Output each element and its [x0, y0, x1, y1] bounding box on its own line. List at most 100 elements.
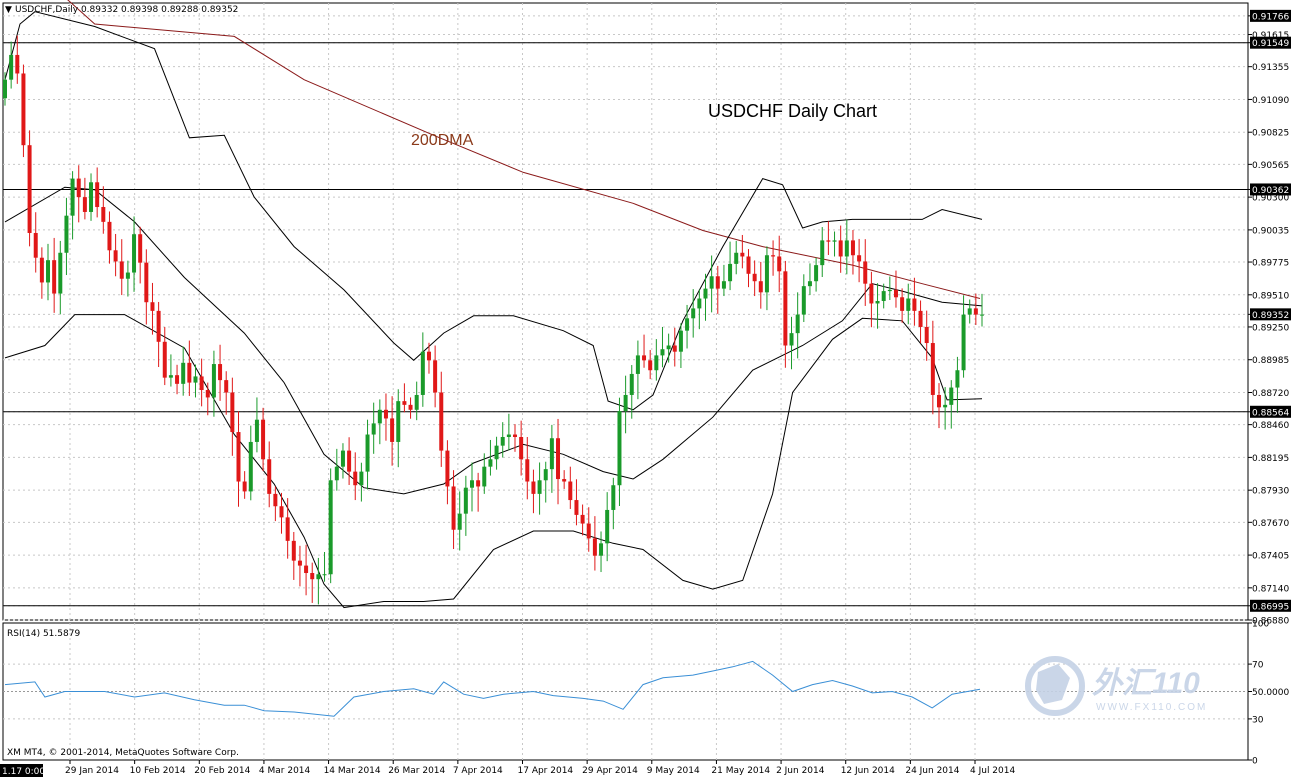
candle[interactable] — [218, 344, 223, 401]
candle[interactable] — [347, 437, 352, 485]
candle[interactable] — [685, 304, 690, 349]
candle[interactable] — [869, 271, 874, 328]
candle[interactable] — [101, 186, 106, 234]
candle[interactable] — [642, 334, 647, 368]
candle[interactable] — [476, 472, 481, 512]
candle[interactable] — [967, 299, 972, 324]
candle[interactable] — [304, 544, 309, 596]
candle[interactable] — [494, 436, 499, 470]
candle[interactable] — [3, 72, 7, 106]
candle[interactable] — [635, 340, 640, 400]
candle[interactable] — [426, 342, 431, 374]
candle[interactable] — [746, 249, 751, 288]
candle[interactable] — [70, 171, 75, 240]
candle[interactable] — [211, 350, 216, 417]
candle[interactable] — [439, 371, 444, 467]
candle[interactable] — [236, 411, 241, 507]
candle[interactable] — [107, 211, 112, 264]
candle[interactable] — [113, 233, 118, 277]
candle[interactable] — [334, 448, 339, 491]
candle[interactable] — [138, 226, 143, 284]
candle[interactable] — [242, 471, 247, 499]
candle[interactable] — [64, 197, 69, 276]
candle[interactable] — [519, 420, 524, 476]
candle[interactable] — [801, 274, 806, 323]
candle[interactable] — [132, 216, 137, 292]
candle[interactable] — [556, 418, 561, 505]
candle[interactable] — [500, 422, 505, 458]
candle[interactable] — [383, 393, 388, 441]
candle[interactable] — [605, 492, 610, 562]
candle[interactable] — [918, 300, 923, 344]
candle[interactable] — [285, 498, 290, 559]
candle[interactable] — [924, 310, 929, 361]
candle[interactable] — [353, 452, 358, 501]
candle[interactable] — [875, 283, 880, 329]
candle[interactable] — [930, 320, 935, 415]
candle[interactable] — [826, 221, 831, 255]
candle[interactable] — [291, 531, 296, 580]
candle[interactable] — [807, 263, 812, 296]
candle[interactable] — [838, 225, 843, 273]
candle[interactable] — [15, 35, 20, 84]
candle[interactable] — [414, 381, 419, 421]
candle[interactable] — [76, 165, 81, 223]
candle[interactable] — [771, 240, 776, 276]
candle[interactable] — [267, 441, 272, 508]
candle[interactable] — [322, 551, 327, 582]
candle[interactable] — [254, 397, 259, 453]
candle[interactable] — [543, 461, 548, 503]
candle[interactable] — [89, 173, 94, 221]
candle[interactable] — [654, 339, 659, 381]
candle[interactable] — [469, 462, 474, 512]
candle[interactable] — [906, 283, 911, 325]
candle[interactable] — [181, 346, 186, 396]
candle[interactable] — [402, 383, 407, 413]
candle[interactable] — [457, 491, 462, 551]
candle[interactable] — [488, 439, 493, 476]
candle[interactable] — [900, 288, 905, 323]
bollinger-band-line[interactable] — [4, 186, 983, 495]
candle[interactable] — [506, 413, 511, 451]
candle[interactable] — [580, 504, 585, 536]
candle[interactable] — [199, 358, 204, 407]
candle[interactable] — [365, 419, 370, 490]
candle[interactable] — [949, 380, 954, 429]
candle[interactable] — [27, 130, 32, 247]
candle[interactable] — [777, 235, 782, 293]
candle[interactable] — [844, 219, 849, 275]
candle[interactable] — [549, 424, 554, 493]
candle[interactable] — [482, 453, 487, 494]
candle[interactable] — [752, 260, 757, 297]
candle[interactable] — [451, 470, 456, 550]
candle[interactable] — [709, 255, 714, 313]
candle[interactable] — [328, 468, 333, 584]
candle[interactable] — [592, 516, 597, 571]
candle[interactable] — [715, 265, 720, 314]
candle[interactable] — [316, 557, 321, 605]
candle[interactable] — [390, 396, 395, 466]
candle[interactable] — [648, 349, 653, 380]
candle[interactable] — [973, 293, 978, 325]
candle[interactable] — [273, 486, 278, 522]
candle[interactable] — [58, 240, 63, 315]
candle[interactable] — [721, 264, 726, 297]
candle[interactable] — [562, 470, 567, 489]
candle[interactable] — [728, 241, 733, 291]
candle[interactable] — [666, 333, 671, 363]
candle[interactable] — [261, 407, 266, 472]
price-pane[interactable] — [2, 2, 1249, 621]
candle[interactable] — [697, 289, 702, 330]
candle[interactable] — [340, 443, 345, 479]
candle[interactable] — [893, 270, 898, 308]
candle[interactable] — [887, 276, 892, 301]
candle[interactable] — [21, 64, 26, 158]
candle[interactable] — [525, 437, 530, 500]
candle[interactable] — [814, 257, 819, 292]
candle[interactable] — [961, 295, 966, 378]
candle[interactable] — [445, 440, 450, 505]
candle[interactable] — [783, 260, 788, 368]
candle[interactable] — [586, 507, 591, 552]
candle[interactable] — [205, 382, 210, 416]
